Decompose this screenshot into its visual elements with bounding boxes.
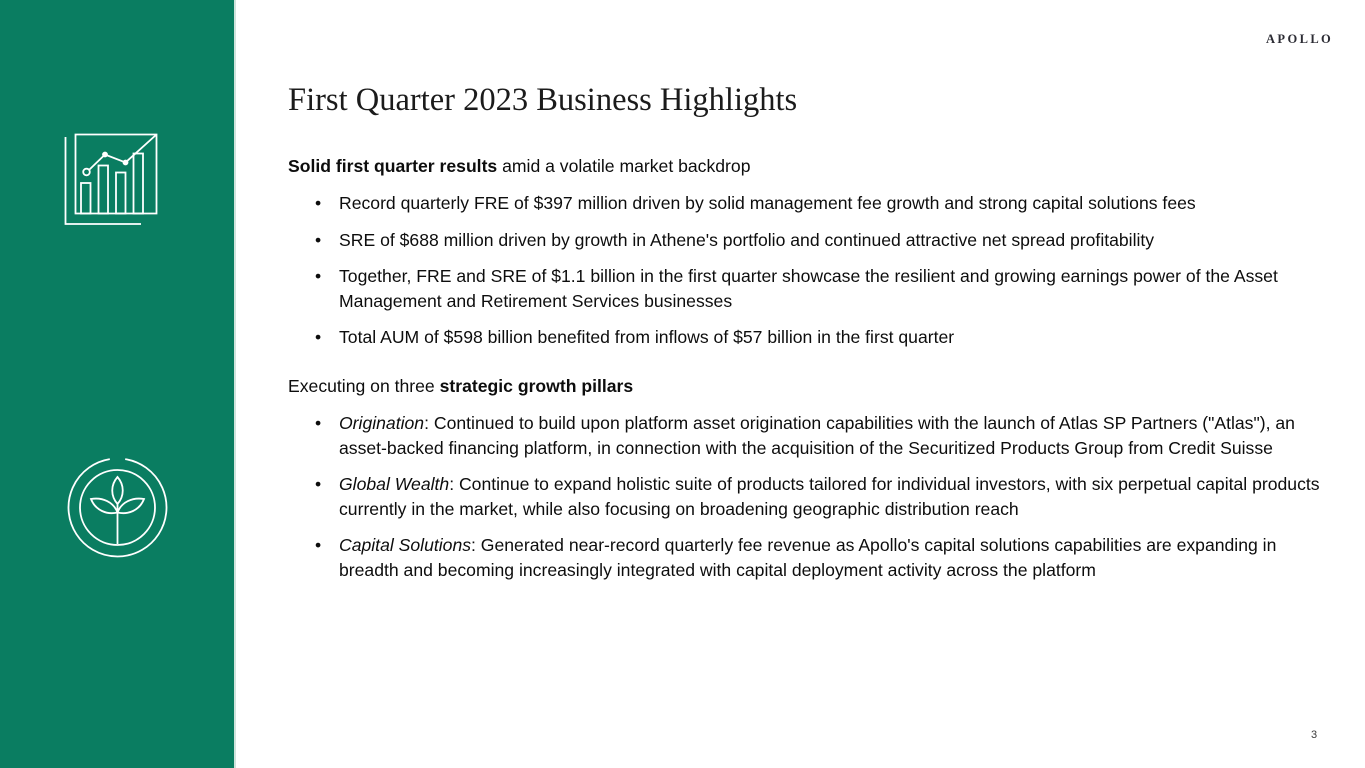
list-item: Capital Solutions: Generated near-record… [288,533,1334,582]
list-item: Total AUM of $598 billion benefited from… [288,325,1334,350]
section-heading: Solid first quarter results amid a volat… [288,154,1334,179]
section-heading-prefix: Executing on three [288,376,440,396]
section-heading: Executing on three strategic growth pill… [288,374,1334,399]
pillar-name: Origination [339,413,425,433]
pillar-name: Capital Solutions [339,535,472,555]
bar-chart-growth-icon [62,130,162,225]
apollo-wordmark: APOLLO [1266,32,1334,46]
plant-growth-icon [60,450,175,565]
pillar-name: Global Wealth [339,474,450,494]
sidebar-green-band [0,0,236,768]
pillar-text: : Generated near-record quarterly fee re… [339,535,1277,580]
section-quarter-results: Solid first quarter results amid a volat… [288,154,1334,362]
section-growth-pillars: Executing on three strategic growth pill… [288,374,1334,594]
section-heading-bold: Solid first quarter results [288,156,498,176]
section-heading-rest: amid a volatile market backdrop [497,156,751,176]
list-item: SRE of $688 million driven by growth in … [288,228,1334,253]
page-title: First Quarter 2023 Business Highlights [288,81,798,118]
pillar-text: : Continued to build upon platform asset… [339,413,1295,458]
list-item: Record quarterly FRE of $397 million dri… [288,191,1334,216]
list-item: Together, FRE and SRE of $1.1 billion in… [288,264,1334,313]
pillars-bullet-list: Origination: Continued to build upon pla… [288,411,1334,582]
results-bullet-list: Record quarterly FRE of $397 million dri… [288,191,1334,350]
list-item: Origination: Continued to build upon pla… [288,411,1334,460]
page-number: 3 [1311,729,1318,741]
pillar-text: : Continue to expand holistic suite of p… [339,474,1320,519]
section-heading-bold: strategic growth pillars [439,376,634,396]
list-item: Global Wealth: Continue to expand holist… [288,472,1334,521]
